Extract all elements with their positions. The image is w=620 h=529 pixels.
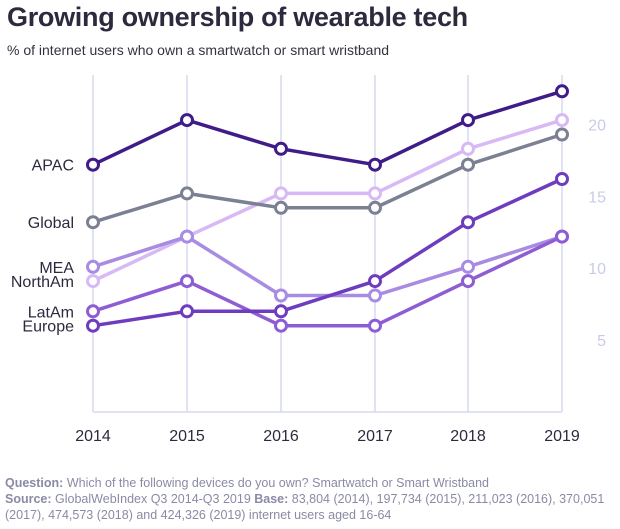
data-point-global [368, 200, 382, 215]
data-point-northam [555, 113, 569, 128]
data-point-apac [555, 84, 569, 99]
data-point-northam [461, 141, 475, 156]
x-tick-label: 2017 [357, 428, 393, 445]
data-point-latam [461, 274, 475, 289]
series-line-global [92, 132, 563, 224]
data-point-europe [555, 172, 569, 186]
data-point-mea [461, 259, 475, 274]
line-chart: 5 10 15 20 2014 2015 2016 2017 2018 2019 NorthAm… [11, 75, 606, 445]
data-point-mea [86, 259, 100, 274]
y-tick-label: 10 [588, 261, 606, 278]
data-point-mea [180, 229, 194, 244]
data-point-europe [274, 304, 288, 319]
data-point-apac [368, 157, 382, 172]
series-label-mea: MEA [39, 260, 74, 277]
data-point-northam [368, 186, 382, 201]
chart-title: Growing ownership of wearable tech [7, 2, 468, 32]
x-tick-label: 2018 [450, 428, 486, 445]
x-tick-label: 2019 [544, 428, 580, 445]
data-point-global [180, 186, 194, 201]
data-point-mea [274, 288, 288, 303]
data-point-apac [274, 141, 288, 156]
series-lines [86, 84, 569, 333]
data-point-mea [368, 288, 382, 303]
y-tick-label: 5 [597, 333, 606, 350]
x-tick-label: 2016 [263, 428, 299, 445]
series-label-global: Global [28, 215, 74, 232]
data-point-europe [180, 304, 194, 319]
series-line-mea [92, 234, 563, 298]
y-tick-label: 20 [588, 117, 606, 134]
data-point-global [86, 215, 100, 230]
data-point-latam [86, 304, 100, 319]
data-point-global [274, 200, 288, 215]
x-tick-label: 2015 [169, 428, 205, 445]
data-point-latam [368, 318, 382, 333]
chart-footer: Question: Which of the following devices… [5, 475, 617, 523]
data-point-global [555, 127, 569, 142]
series-label-northam: NorthAm [11, 274, 74, 291]
data-point-latam [555, 229, 569, 244]
data-point-northam [86, 274, 100, 289]
source-note: Source: GlobalWebIndex Q3 2014-Q3 2019 B… [5, 492, 605, 522]
series-label-europe: Europe [22, 319, 74, 336]
series-line-europe [92, 177, 563, 328]
x-tick-label: 2014 [75, 428, 111, 445]
chart-subtitle: % of internet users who own a smartwatch… [7, 42, 390, 58]
series-line-apac [92, 89, 563, 167]
question-note: Question: Which of the following devices… [5, 476, 490, 490]
data-point-global [461, 157, 475, 172]
data-point-northam [274, 186, 288, 201]
x-axis: 2014 2015 2016 2017 2018 2019 [75, 428, 580, 445]
data-point-apac [86, 157, 100, 172]
data-point-europe [461, 215, 475, 230]
y-axis: 5 10 15 20 [588, 117, 606, 350]
data-point-europe [368, 274, 382, 289]
y-tick-label: 15 [588, 189, 606, 206]
data-point-apac [180, 113, 194, 128]
data-point-latam [274, 318, 288, 333]
series-line-northam [92, 118, 563, 283]
data-point-europe [86, 318, 100, 333]
data-point-apac [461, 113, 475, 128]
series-label-apac: APAC [32, 158, 74, 175]
data-point-latam [180, 274, 194, 289]
series-label-latam: LatAm [28, 304, 74, 321]
series-line-latam [92, 235, 563, 328]
